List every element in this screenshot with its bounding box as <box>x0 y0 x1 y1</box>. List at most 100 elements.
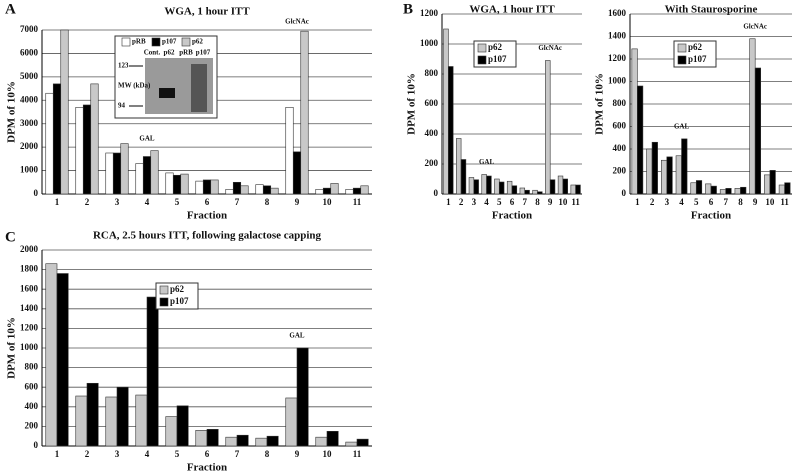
bar <box>210 179 219 195</box>
bar <box>769 170 776 195</box>
bar <box>545 60 551 195</box>
x-tick-label: 1 <box>446 197 451 207</box>
bar <box>651 141 658 195</box>
bar <box>749 38 756 195</box>
panel-letter: B <box>403 1 413 17</box>
x-tick-label: 10 <box>323 197 333 207</box>
y-tick-label: 800 <box>425 68 439 78</box>
chart-title: RCA, 2.5 hours ITT, following galactose … <box>93 230 322 242</box>
bar <box>719 189 727 195</box>
bar <box>326 430 339 447</box>
x-axis-label: Fraction <box>187 462 227 474</box>
x-tick-label: 11 <box>571 197 580 207</box>
bar <box>360 185 369 195</box>
x-tick-label: 9 <box>548 197 553 207</box>
x-tick-label: 2 <box>650 197 655 207</box>
bar <box>524 189 530 195</box>
bar <box>135 163 144 195</box>
bar <box>60 29 69 195</box>
x-tick-label: 6 <box>510 197 515 207</box>
bar <box>690 182 697 195</box>
bar <box>142 156 152 195</box>
x-tick-label: 9 <box>295 197 300 207</box>
bar <box>315 436 328 447</box>
y-tick-label: 200 <box>613 166 627 176</box>
y-tick-label: 6000 <box>20 47 39 57</box>
legend-swatch <box>677 43 687 53</box>
bar <box>225 436 238 447</box>
bar <box>460 159 467 195</box>
legend-swatch <box>477 43 487 53</box>
x-tick-label: 7 <box>723 197 728 207</box>
bar <box>537 191 543 195</box>
y-axis-label: DPM of 10% <box>406 73 418 135</box>
bar <box>240 185 249 195</box>
bar <box>695 180 703 195</box>
bar <box>532 189 538 195</box>
bar <box>519 187 526 195</box>
bar <box>511 185 518 195</box>
annotation: GlcNAc <box>285 18 309 26</box>
bar <box>45 263 58 447</box>
bar <box>296 347 309 447</box>
bar <box>105 152 114 195</box>
bar <box>557 175 564 195</box>
bar <box>75 107 84 195</box>
bar <box>468 177 475 195</box>
y-tick-label: 800 <box>25 362 39 372</box>
y-tick-label: 1000 <box>20 165 39 175</box>
bar <box>135 394 148 447</box>
bar <box>195 180 204 195</box>
bar <box>255 184 264 195</box>
bar <box>262 185 272 195</box>
annotation: GAL <box>139 134 155 142</box>
x-tick-label: 9 <box>295 449 300 459</box>
bar <box>631 48 638 195</box>
y-axis-label: DPM of 10% <box>594 73 606 135</box>
x-tick-label: 4 <box>679 197 684 207</box>
bar <box>285 107 294 195</box>
y-tick-label: 1200 <box>420 8 439 18</box>
bar <box>206 429 219 447</box>
bar <box>176 405 189 447</box>
x-tick-label: 2 <box>85 449 90 459</box>
x-axis-label: Fraction <box>187 210 227 222</box>
bar <box>646 148 653 195</box>
y-tick-label: 600 <box>25 381 39 391</box>
y-tick-label: 400 <box>25 401 39 411</box>
x-tick-label: 4 <box>145 449 150 459</box>
y-tick-label: 5000 <box>20 71 39 81</box>
y-tick-label: 1600 <box>608 8 627 18</box>
y-tick-label: 2000 <box>20 244 39 254</box>
y-tick-label: 600 <box>425 98 439 108</box>
y-tick-label: 1600 <box>20 283 39 293</box>
y-tick-label: 0 <box>34 188 39 198</box>
bar <box>315 189 324 195</box>
x-tick-label: 4 <box>484 197 489 207</box>
legend-label: p107 <box>688 54 707 64</box>
bar <box>549 179 556 195</box>
y-tick-label: 200 <box>25 420 39 430</box>
y-tick-label: 0 <box>34 440 39 450</box>
x-tick-label: 7 <box>235 197 240 207</box>
x-tick-label: 1 <box>635 197 640 207</box>
x-tick-label: 3 <box>115 197 120 207</box>
x-tick-label: 9 <box>753 197 758 207</box>
mw-label: MW (kDa) <box>118 82 151 90</box>
bar <box>180 173 189 195</box>
x-tick-label: 4 <box>145 197 150 207</box>
bar <box>300 30 309 195</box>
y-tick-label: 1200 <box>608 53 627 63</box>
legend-label: p107 <box>170 296 189 306</box>
annotation: GlcNAc <box>538 44 562 52</box>
bar <box>292 151 302 195</box>
bar <box>266 435 279 447</box>
y-tick-label: 1400 <box>20 303 39 313</box>
bar <box>494 178 500 195</box>
x-tick-label: 8 <box>738 197 743 207</box>
annotation: GlcNAc <box>743 22 767 30</box>
y-tick-label: 1800 <box>20 264 39 274</box>
x-axis-label: Fraction <box>492 210 532 222</box>
bar <box>120 143 129 195</box>
